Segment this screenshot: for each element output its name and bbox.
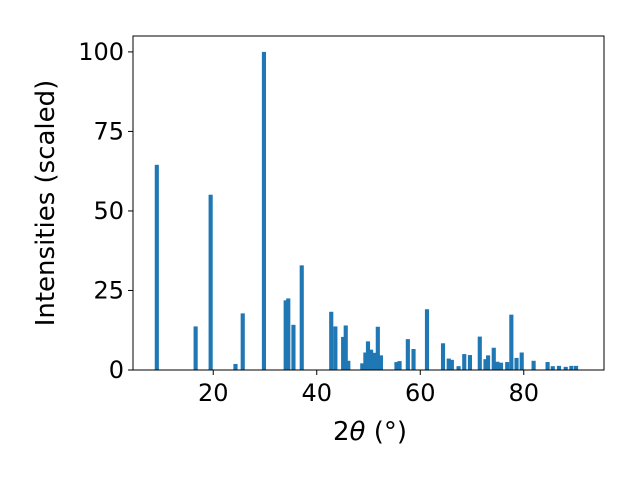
bar: [545, 362, 550, 370]
bar: [363, 352, 368, 370]
plot-frame: [132, 35, 605, 371]
x-axis-label-unit: (°): [365, 417, 407, 447]
y-tick-label: 50: [93, 197, 124, 225]
x-axis-label: 2θ (°): [333, 417, 407, 447]
bar: [261, 51, 267, 371]
y-axis-label: Intensities (scaled): [31, 80, 61, 327]
bar: [343, 325, 348, 370]
bar: [283, 300, 288, 370]
bar: [498, 362, 504, 370]
bar: [299, 265, 304, 370]
bar: [193, 326, 198, 370]
bar: [233, 363, 238, 370]
bar: [286, 298, 291, 370]
bar: [365, 341, 371, 370]
bar: [495, 361, 500, 370]
bar: [531, 360, 536, 370]
bar: [405, 339, 410, 370]
bar: [485, 355, 491, 370]
y-axis-ticks: 0 25 50 75 100: [78, 38, 133, 384]
bar: [509, 314, 514, 370]
bar: [550, 366, 555, 370]
bar: [375, 326, 380, 370]
x-tick-label: 40: [301, 379, 332, 407]
bar: [291, 324, 296, 370]
bar: [360, 363, 365, 370]
bar: [483, 359, 488, 370]
bar: [333, 326, 338, 370]
y-tick-label: 0: [109, 356, 124, 384]
bar: [573, 365, 579, 370]
x-axis-ticks: 20 40 60 80: [198, 370, 539, 407]
bar: [446, 358, 451, 370]
bar: [208, 194, 213, 370]
bar: [491, 347, 496, 370]
bar: [346, 360, 351, 370]
bar: [563, 366, 568, 370]
bar: [569, 365, 574, 370]
bar: [456, 366, 461, 370]
bar: [394, 362, 399, 370]
bar: [514, 357, 519, 370]
bar: [519, 352, 524, 370]
bar: [467, 355, 473, 370]
bar: [477, 336, 482, 370]
x-tick-label: 80: [509, 379, 540, 407]
bars-layer: [154, 51, 579, 371]
y-tick-label: 75: [93, 117, 124, 145]
x-tick-label: 20: [198, 379, 229, 407]
bar: [240, 313, 245, 370]
bar: [372, 352, 377, 370]
y-tick-label: 25: [93, 276, 124, 304]
bar: [505, 362, 510, 370]
bar: [329, 311, 334, 370]
bar: [440, 343, 446, 370]
bar: [462, 354, 467, 370]
x-axis-label-main: 2: [333, 417, 350, 447]
bar: [154, 164, 159, 370]
x-tick-label: 60: [405, 379, 436, 407]
bar: [378, 355, 383, 370]
x-axis-label-theta: θ: [350, 417, 366, 447]
bar: [449, 359, 454, 370]
bar: [369, 349, 374, 370]
y-tick-label: 100: [78, 38, 124, 66]
bar: [424, 309, 430, 370]
bar: [397, 361, 402, 370]
bar: [556, 365, 562, 370]
bar: [411, 349, 416, 370]
bar: [341, 336, 346, 370]
